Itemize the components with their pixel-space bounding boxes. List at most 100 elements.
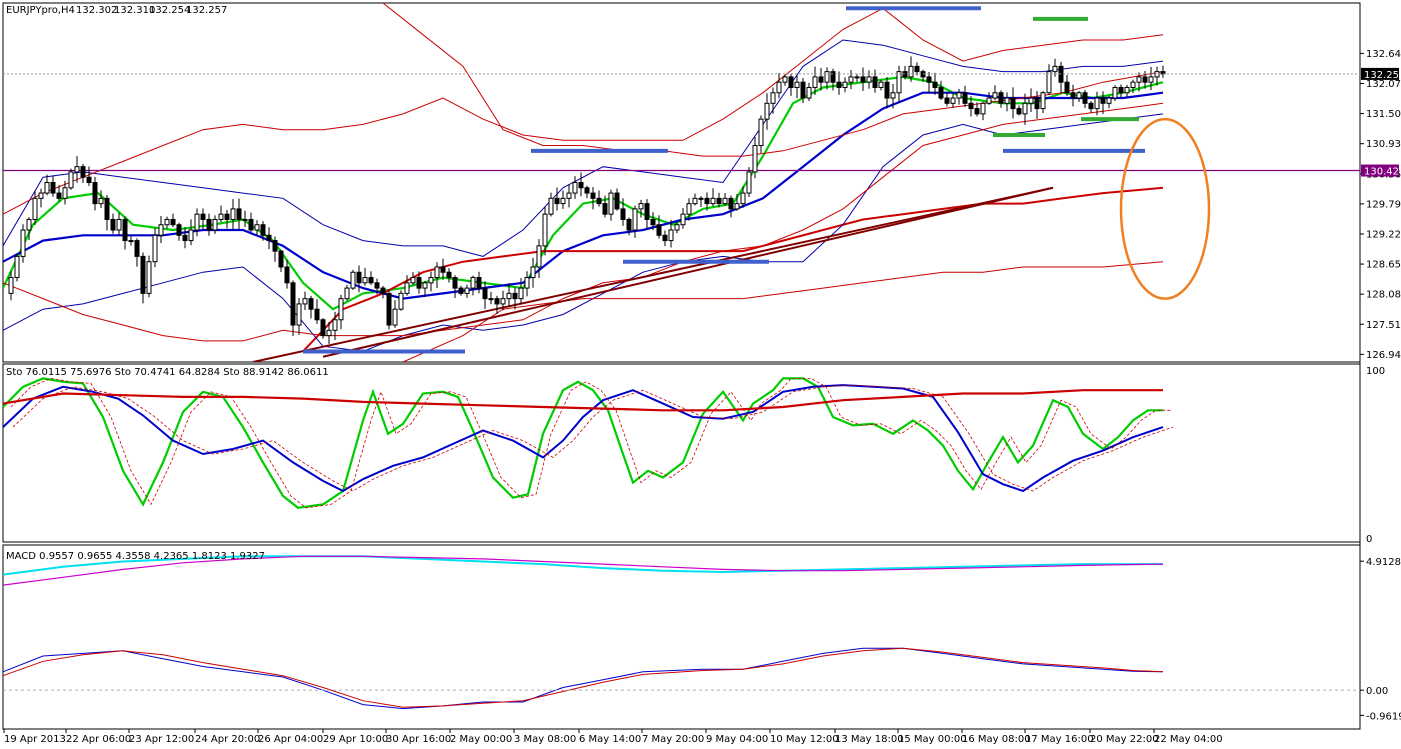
candle-body — [740, 192, 746, 205]
price-tick-label: 132.075 — [1366, 79, 1401, 90]
price-tick-label: 126.945 — [1366, 350, 1401, 361]
candle-body — [818, 76, 824, 83]
macd-caption: MACD 0.9557 0.9655 4.3558 4.2365 1.8123 … — [6, 551, 265, 562]
candle-body — [1052, 65, 1058, 73]
candle-body — [614, 192, 620, 210]
candle-body — [140, 255, 146, 294]
price-plot[interactable] — [3, 3, 1360, 362]
candle-body — [320, 319, 326, 337]
candle-body — [968, 102, 974, 110]
candle-body — [650, 218, 656, 226]
series-envelope-lower — [402, 261, 1164, 362]
candle-body — [1010, 97, 1016, 110]
candle-body — [236, 208, 242, 220]
trendline-1[interactable] — [322, 186, 1054, 358]
current-price-label: 132.257 — [1364, 70, 1401, 81]
candle-body — [548, 197, 554, 215]
candle-body — [878, 81, 884, 88]
candle-body — [230, 208, 236, 220]
candle-body — [212, 218, 218, 231]
candle-body — [1094, 97, 1100, 110]
candle-body — [104, 197, 110, 220]
series-sto-fast-signal — [10, 377, 1171, 509]
stochastic-plot[interactable] — [2, 377, 1174, 509]
candle-body — [974, 108, 980, 115]
candle-body — [638, 203, 644, 210]
candle-body — [128, 240, 134, 243]
candle-body — [848, 76, 854, 83]
candle-body — [350, 271, 356, 289]
candle-body — [218, 213, 224, 220]
series-macd-short-main — [2, 647, 1164, 710]
candle-body — [200, 213, 206, 220]
candle-body — [8, 277, 14, 294]
candle-body — [656, 224, 662, 236]
price-tick-label: 127.515 — [1366, 320, 1401, 331]
candle-body — [362, 277, 368, 284]
candle-body — [1136, 76, 1142, 83]
time-tick-label: 13 May 18:00 — [835, 734, 904, 745]
candle-body — [536, 245, 542, 268]
candle-body — [392, 308, 398, 326]
candle-body — [38, 192, 44, 199]
candle-body — [416, 277, 422, 289]
candle-body — [308, 298, 314, 310]
candle-body — [152, 234, 158, 263]
candle-body — [596, 197, 602, 205]
candle-body — [866, 76, 872, 83]
candle-body — [800, 81, 806, 99]
candle-body — [1016, 108, 1022, 115]
candle-body — [500, 298, 506, 305]
candle-body — [1034, 97, 1040, 110]
candle-body — [284, 266, 290, 284]
time-tick-label: 20 May 22:00 — [1090, 734, 1159, 745]
candle-body — [428, 277, 434, 284]
candle-body — [32, 197, 38, 220]
candle-body — [842, 81, 848, 88]
candle-body — [92, 182, 98, 205]
candle-body — [836, 81, 842, 88]
macd-tick-label: 0.00 — [1366, 686, 1388, 697]
candle-body — [554, 197, 560, 205]
candle-body — [464, 287, 470, 294]
candle-body — [872, 76, 878, 88]
ohlc-open: 132.302 — [76, 5, 117, 16]
time-tick-label: 10 May 12:00 — [770, 734, 839, 745]
candle-body — [374, 282, 380, 289]
candle-body — [494, 298, 500, 305]
candle-body — [116, 218, 122, 231]
candle-body — [488, 298, 494, 301]
series-macd-long-main — [2, 555, 1163, 576]
candle-body — [110, 218, 116, 231]
trendline-0[interactable] — [252, 186, 1054, 362]
candle-body — [1148, 76, 1154, 83]
candle-body — [806, 86, 812, 99]
price-content — [3, 3, 1360, 362]
candle-body — [716, 197, 722, 205]
series-ma-slow — [3, 91, 1164, 300]
candle-body — [1046, 71, 1052, 94]
highlight-ellipse[interactable] — [1119, 117, 1211, 300]
current-price-tag — [1361, 67, 1399, 80]
candle-body — [812, 76, 818, 88]
candle-body — [566, 192, 572, 199]
candle-body — [290, 282, 296, 326]
candle-body — [356, 271, 362, 284]
candle-body — [668, 229, 674, 242]
candle-body — [224, 213, 230, 220]
candle-body — [470, 277, 476, 289]
candle-body — [272, 240, 278, 252]
candle-body — [260, 224, 266, 236]
ohlc-close: 132.257 — [186, 5, 227, 16]
candle-body — [386, 292, 392, 326]
candle-body — [686, 203, 692, 215]
candle-body — [710, 197, 716, 205]
candle-body — [908, 65, 914, 78]
candle-body — [1040, 92, 1046, 110]
candle-body — [68, 171, 74, 189]
candle-body — [860, 76, 866, 83]
price-tick-label: 130.935 — [1366, 139, 1401, 150]
time-tick-label: 3 May 08:00 — [514, 734, 576, 745]
macd-plot[interactable] — [2, 555, 1360, 710]
